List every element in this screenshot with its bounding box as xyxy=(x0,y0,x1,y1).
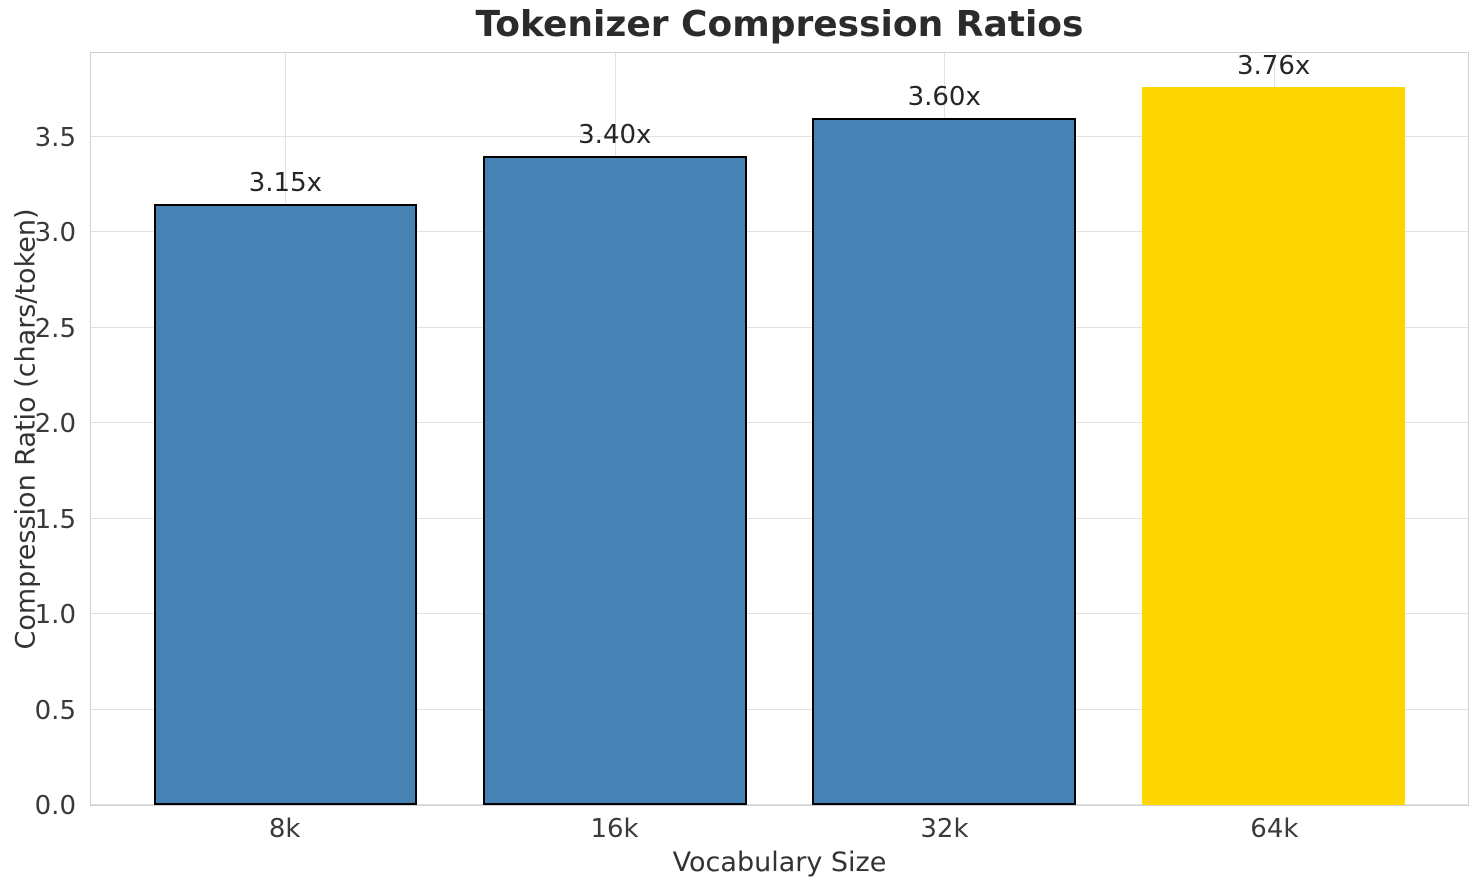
y-tick-label: 1.0 xyxy=(34,600,76,631)
y-tick-label: 1.5 xyxy=(34,504,76,535)
h-gridline xyxy=(91,613,1468,615)
h-gridline xyxy=(91,231,1468,233)
h-gridline xyxy=(91,135,1468,137)
x-tick-label: 64k xyxy=(1250,814,1299,844)
plot-area: 3.15x 3.40x 3.60x 3.76x xyxy=(90,51,1469,806)
bar-value-label: 3.76x xyxy=(1236,51,1311,82)
y-tick-label: 3.5 xyxy=(34,122,76,153)
bar-16k xyxy=(483,156,747,805)
y-tick-label: 2.5 xyxy=(34,313,76,344)
x-tick-label: 16k xyxy=(590,814,639,844)
bar-value-label: 3.60x xyxy=(907,81,981,112)
y-tick-label: 0.0 xyxy=(34,791,76,821)
h-gridline xyxy=(91,422,1468,424)
x-tick-label: 8k xyxy=(268,814,301,844)
y-tick-label: 3.0 xyxy=(34,218,76,249)
chart-title: Tokenizer Compression Ratios xyxy=(475,4,1084,45)
bar-64k xyxy=(1141,87,1406,805)
bar-8k xyxy=(153,203,418,805)
bar-32k xyxy=(812,117,1076,805)
bar-value-label: 3.15x xyxy=(248,167,322,198)
x-axis-label: Vocabulary Size xyxy=(672,847,887,878)
h-gridline xyxy=(91,326,1468,328)
x-tick-label: 32k xyxy=(920,814,969,844)
y-tick-label: 2.0 xyxy=(34,409,76,440)
h-gridline xyxy=(91,517,1468,519)
h-gridline xyxy=(91,708,1468,710)
bar-value-label: 3.40x xyxy=(578,120,652,150)
h-gridline xyxy=(91,804,1468,805)
y-tick-label: 0.5 xyxy=(34,695,76,726)
